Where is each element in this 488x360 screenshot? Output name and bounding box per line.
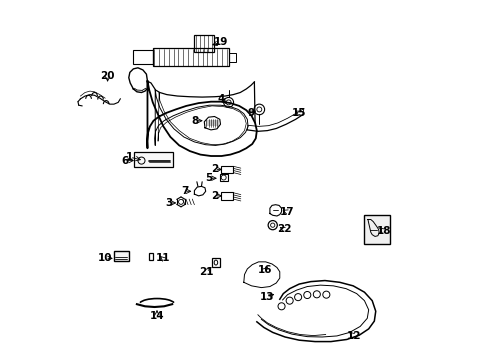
Text: 3: 3 (164, 198, 172, 208)
Bar (363, 215, 389, 244)
Text: 16: 16 (257, 265, 272, 275)
Bar (220, 166, 233, 173)
Text: 4: 4 (218, 94, 225, 104)
Text: 10: 10 (98, 253, 112, 263)
Bar (219, 174, 227, 181)
Text: 11: 11 (155, 253, 169, 263)
Text: 7: 7 (181, 186, 188, 196)
Bar (152, 48, 228, 66)
Bar (149, 253, 153, 260)
Text: 2: 2 (210, 191, 218, 201)
Text: 2: 2 (210, 165, 218, 174)
Bar (133, 50, 152, 64)
Text: 20: 20 (100, 71, 115, 81)
Text: 22: 22 (276, 224, 291, 234)
Text: 8: 8 (191, 116, 198, 126)
Bar (212, 258, 219, 267)
Text: 17: 17 (279, 207, 294, 217)
Text: 19: 19 (213, 37, 227, 48)
Text: 9: 9 (247, 108, 255, 118)
Bar (220, 192, 233, 200)
Bar (194, 35, 213, 52)
Text: 1: 1 (126, 152, 133, 162)
Text: 14: 14 (149, 311, 164, 321)
Text: 13: 13 (260, 292, 274, 302)
Text: 6: 6 (121, 156, 128, 166)
Bar (114, 251, 128, 261)
Text: 18: 18 (376, 226, 390, 236)
Bar (134, 153, 173, 167)
Text: 15: 15 (291, 108, 306, 118)
Text: 5: 5 (205, 173, 212, 183)
Bar (228, 53, 235, 62)
Text: 21: 21 (199, 267, 213, 278)
Text: 12: 12 (346, 331, 360, 341)
